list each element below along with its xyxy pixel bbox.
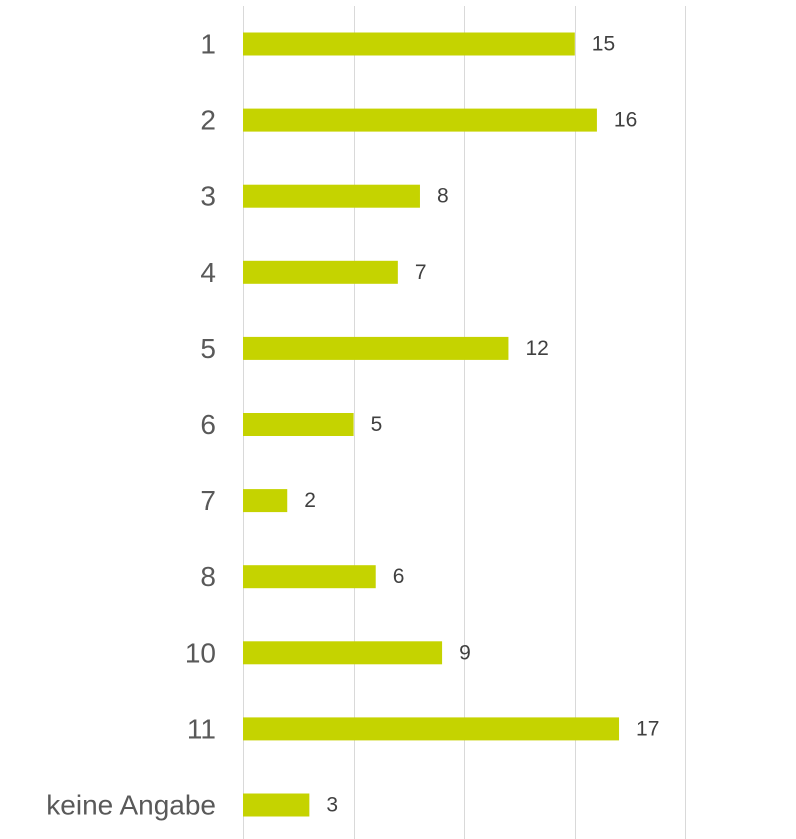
category-label: 6 — [200, 409, 216, 440]
category-label: keine Angabe — [46, 790, 216, 821]
bar — [243, 108, 597, 132]
data-label: 2 — [304, 489, 316, 512]
data-label: 7 — [415, 261, 427, 284]
bar — [243, 489, 288, 513]
data-label: 16 — [614, 109, 637, 132]
labels: 1 15 2 16 3 8 4 7 5 12 6 5 7 2 8 6 10 9 11 17 keine Angabe 3 — [46, 29, 659, 821]
bar — [243, 717, 620, 741]
data-label: 8 — [437, 185, 449, 208]
category-label: 7 — [200, 485, 216, 516]
bar — [243, 565, 376, 589]
category-label: 1 — [200, 29, 216, 60]
bar — [243, 32, 575, 56]
bar — [243, 336, 509, 360]
data-label: 6 — [393, 565, 405, 588]
category-label: 3 — [200, 181, 216, 212]
data-label: 3 — [326, 794, 338, 817]
data-label: 12 — [525, 337, 548, 360]
bar — [243, 413, 354, 436]
bars — [243, 32, 620, 817]
bar — [243, 793, 310, 817]
category-label: 4 — [200, 257, 216, 288]
data-label: 5 — [371, 413, 383, 436]
category-label: 8 — [200, 561, 216, 592]
bar — [243, 184, 420, 208]
data-label: 17 — [636, 717, 659, 740]
category-label: 5 — [200, 333, 216, 364]
category-label: 2 — [200, 105, 216, 136]
category-label: 10 — [185, 637, 216, 668]
data-label: 9 — [459, 641, 471, 664]
category-label: 11 — [187, 713, 216, 744]
bar — [243, 641, 443, 665]
gridlines — [243, 6, 686, 839]
bar — [243, 260, 398, 284]
data-label: 15 — [592, 33, 615, 56]
